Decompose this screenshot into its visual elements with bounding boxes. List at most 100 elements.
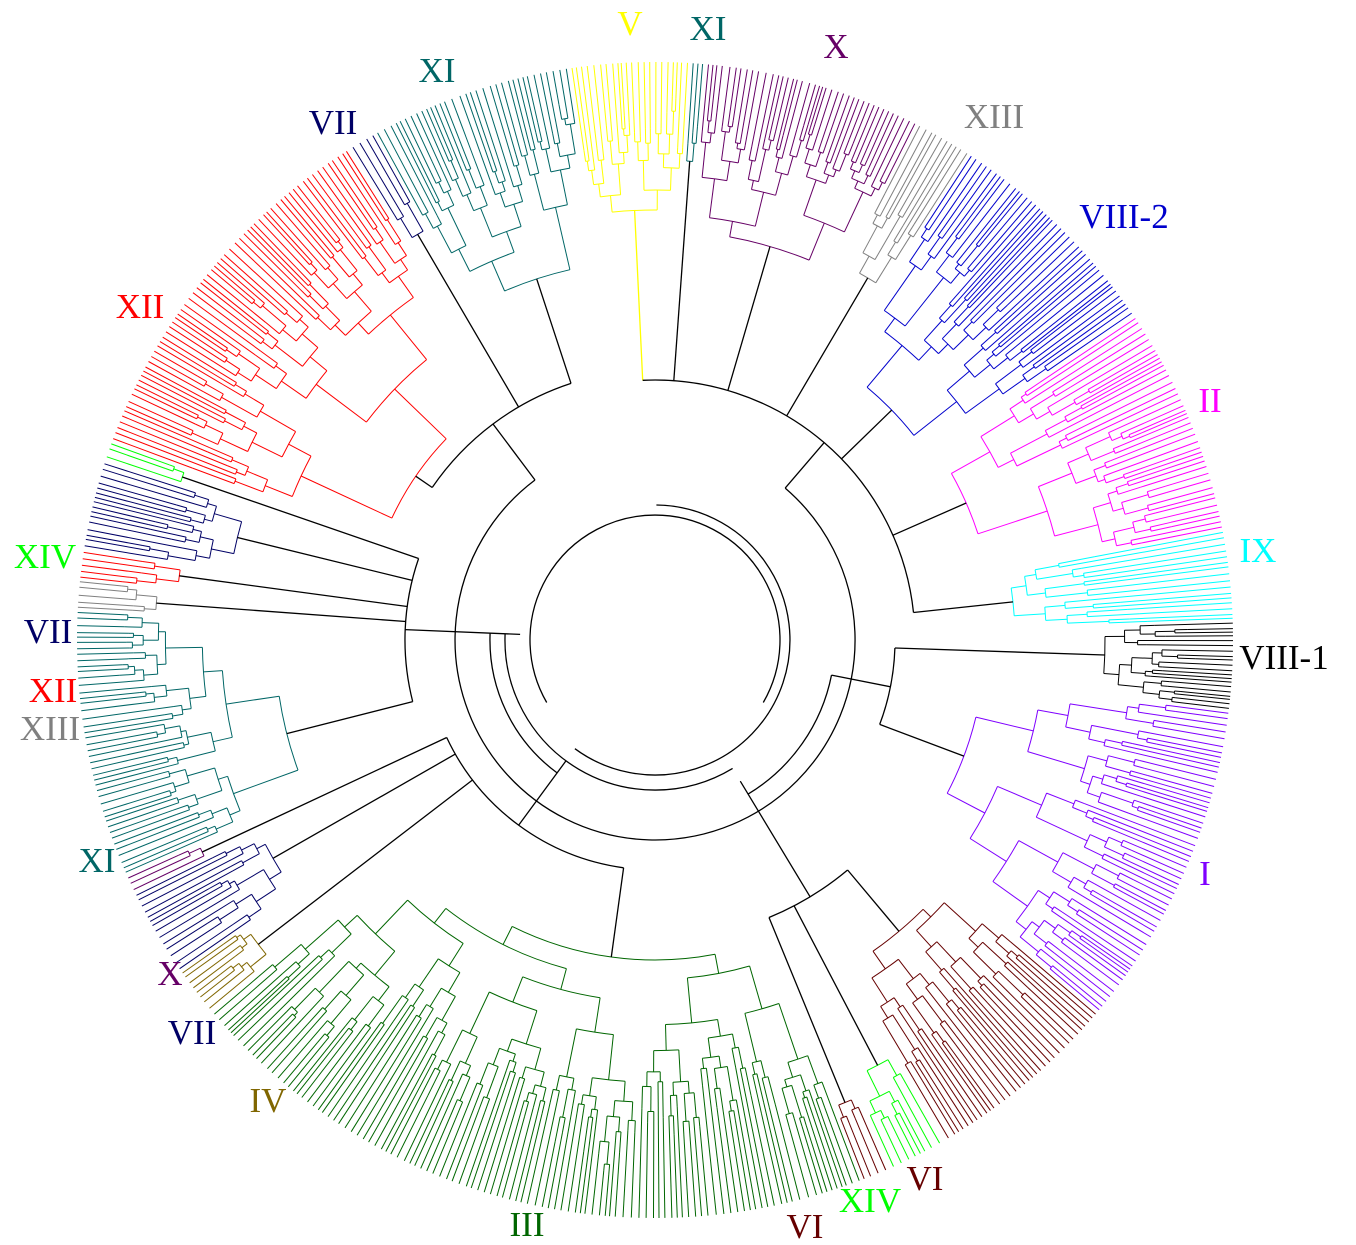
internal-arc	[843, 152, 849, 156]
internal-branch	[1174, 690, 1181, 692]
internal-branch	[367, 1022, 382, 1042]
internal-branch	[618, 1117, 621, 1132]
internal-arc	[543, 204, 568, 211]
internal-branch	[549, 1089, 554, 1104]
internal-branch	[1024, 382, 1040, 393]
internal-branch	[555, 1075, 560, 1091]
internal-arc	[862, 252, 876, 261]
clade-label-v: V	[617, 4, 642, 43]
internal-arc	[394, 255, 407, 264]
internal-branch	[121, 585, 128, 588]
internal-branch	[1123, 468, 1142, 476]
leaf-branch	[1154, 493, 1215, 510]
internal-branch	[326, 1026, 335, 1036]
leaf-branch	[956, 983, 1038, 1075]
internal-branch	[165, 646, 203, 649]
internal-branch	[870, 187, 876, 197]
leaf-branch	[1022, 265, 1097, 329]
internal-branch	[357, 322, 369, 335]
leaf-branch	[707, 64, 714, 118]
internal-branch	[996, 326, 1006, 334]
internal-branch	[185, 509, 206, 516]
leaf-branch	[95, 765, 171, 786]
leaf-branch	[1052, 290, 1117, 339]
internal-branch	[850, 1099, 856, 1109]
internal-branch	[522, 1078, 526, 1085]
internal-branch	[917, 1047, 926, 1060]
internal-branch	[705, 1068, 709, 1079]
internal-arc	[292, 1013, 297, 1018]
leaf-branch	[83, 714, 165, 728]
leaf-branch	[660, 61, 663, 129]
internal-branch	[139, 691, 146, 694]
internal-branch	[174, 782, 190, 788]
internal-arc	[963, 364, 976, 378]
internal-branch	[611, 130, 613, 141]
internal-branch	[275, 365, 287, 375]
internal-branch	[1061, 941, 1069, 948]
internal-branch	[172, 804, 188, 811]
internal-branch	[866, 345, 903, 388]
leaf-branch	[1120, 592, 1232, 603]
internal-branch	[778, 1003, 799, 1060]
internal-branch	[1084, 846, 1104, 857]
internal-arc	[1044, 940, 1049, 947]
internal-branch	[332, 256, 350, 278]
leaf-branch	[210, 269, 245, 298]
internal-branch	[236, 869, 264, 886]
leaf-branch	[1152, 794, 1208, 812]
leaf-branch	[213, 265, 246, 293]
leaf-branch	[567, 1110, 584, 1212]
backbone-branch	[727, 246, 771, 391]
internal-branch	[301, 995, 324, 1021]
internal-arc	[749, 159, 756, 162]
leaf-branch	[92, 506, 156, 523]
leaf-branch	[451, 98, 476, 161]
internal-branch	[1108, 620, 1148, 624]
leaf-branch	[501, 82, 518, 138]
internal-branch	[505, 161, 515, 188]
internal-branch	[1037, 709, 1069, 716]
internal-branch	[975, 716, 1034, 732]
internal-branch	[1032, 337, 1054, 354]
leaf-branch	[1011, 258, 1091, 328]
internal-arc	[414, 983, 424, 991]
internal-branch	[1024, 574, 1036, 577]
internal-arc	[1103, 836, 1110, 848]
internal-branch	[449, 153, 454, 160]
internal-branch	[1159, 690, 1175, 693]
clade-label-ix: IX	[1240, 531, 1277, 570]
internal-branch	[311, 955, 336, 979]
internal-branch	[441, 1022, 448, 1034]
internal-arc	[1101, 853, 1105, 859]
leaf-branch	[854, 1118, 879, 1174]
internal-branch	[424, 1053, 433, 1068]
leaf-branch	[416, 113, 449, 184]
internal-branch	[916, 930, 932, 948]
internal-branch	[608, 1164, 611, 1175]
internal-branch	[965, 388, 1000, 414]
leaf-branch	[495, 84, 517, 155]
internal-branch	[121, 590, 128, 593]
leaf-branch	[965, 1020, 1021, 1089]
internal-arc	[156, 655, 159, 675]
internal-branch	[258, 964, 273, 977]
internal-branch	[1075, 799, 1085, 805]
leaf-branch	[649, 61, 651, 129]
internal-arc	[1047, 407, 1053, 416]
internal-branch	[1130, 435, 1136, 439]
internal-branch	[709, 132, 712, 143]
internal-branch	[612, 1100, 616, 1117]
internal-arc	[166, 552, 170, 560]
internal-branch	[1137, 809, 1147, 814]
leaf-branch	[774, 1104, 801, 1200]
internal-branch	[182, 708, 192, 711]
internal-branch	[866, 1070, 881, 1097]
leaf-branch	[1030, 274, 1104, 335]
leaf-branch	[987, 1002, 1046, 1067]
internal-branch	[610, 195, 613, 213]
internal-branch	[286, 1006, 293, 1012]
internal-arc	[996, 307, 1001, 313]
internal-branch	[1148, 508, 1156, 512]
internal-branch	[244, 393, 265, 406]
